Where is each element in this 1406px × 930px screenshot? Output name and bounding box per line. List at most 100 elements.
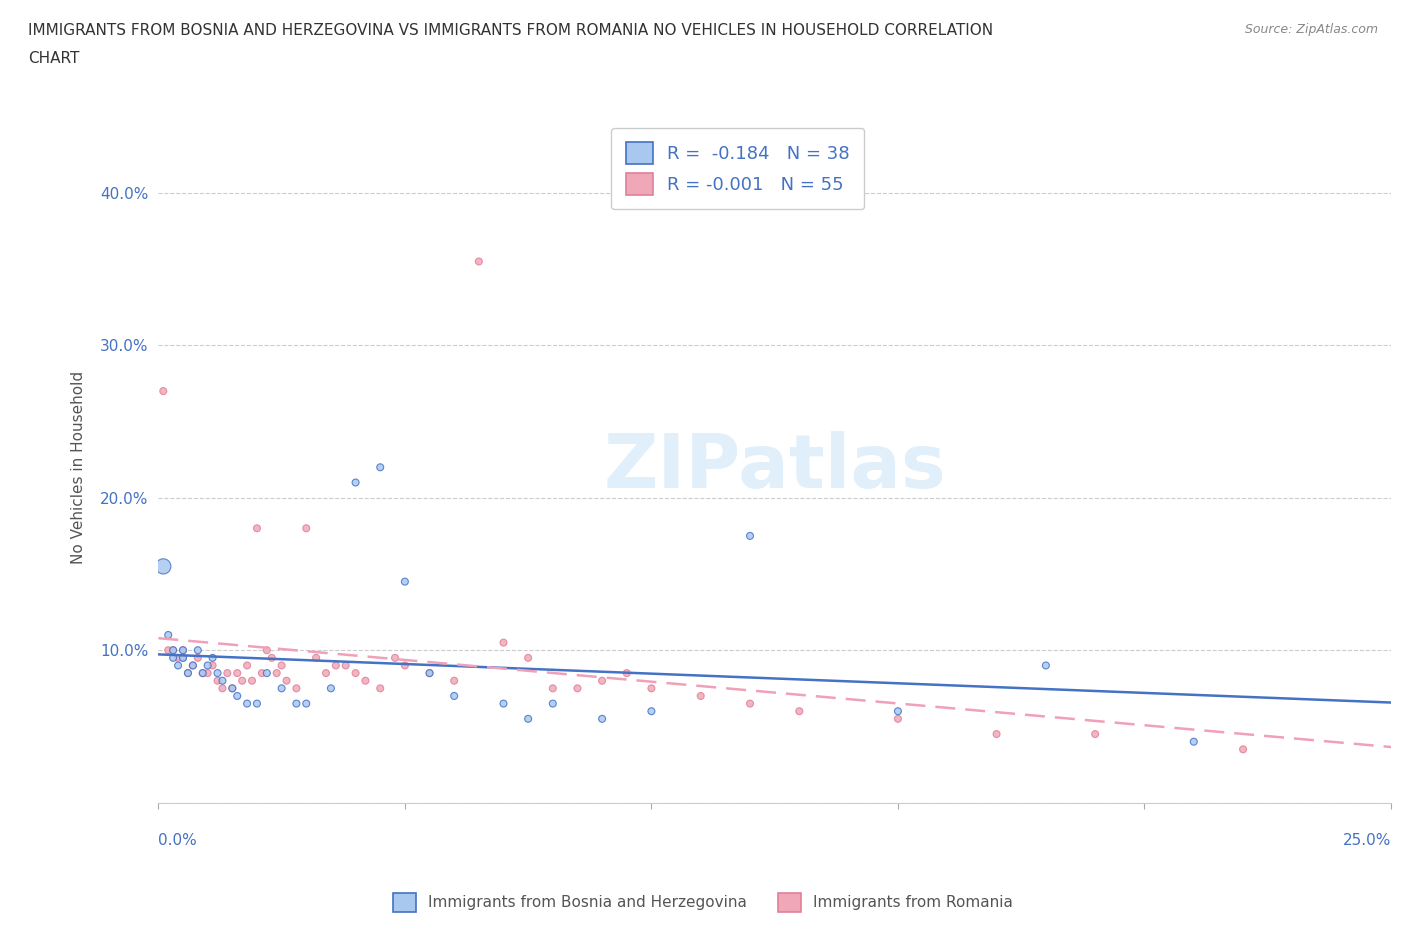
Point (394, 658, 416, 673)
Point (419, 666, 441, 681)
Point (177, 666, 200, 681)
Point (567, 681, 589, 696)
Point (394, 574, 416, 589)
Point (295, 697, 318, 711)
Point (162, 643, 184, 658)
Point (887, 711, 910, 726)
Point (172, 650, 194, 665)
Point (191, 666, 214, 681)
Point (1084, 726, 1107, 741)
Point (270, 658, 292, 673)
Point (167, 650, 190, 665)
Point (207, 666, 229, 681)
Point (157, 643, 180, 658)
Point (221, 681, 243, 696)
Point (344, 666, 367, 681)
Point (887, 704, 910, 719)
Point (246, 521, 269, 536)
Point (325, 658, 347, 673)
Point (738, 697, 761, 711)
Point (1232, 742, 1254, 757)
Point (162, 643, 184, 658)
Point (226, 666, 249, 681)
Legend: R =  -0.184   N = 38, R = -0.001   N = 55: R = -0.184 N = 38, R = -0.001 N = 55 (612, 127, 865, 209)
Point (1035, 658, 1057, 673)
Point (240, 673, 263, 688)
Point (187, 650, 209, 665)
Point (256, 666, 278, 681)
Point (335, 658, 357, 673)
Point (256, 643, 278, 658)
Point (236, 697, 259, 711)
Point (285, 697, 308, 711)
Point (640, 704, 662, 719)
Point (384, 650, 406, 665)
Point (986, 726, 1008, 741)
Point (319, 681, 342, 696)
Point (231, 673, 253, 688)
Point (285, 681, 308, 696)
Point (197, 666, 219, 681)
Point (191, 666, 214, 681)
Point (591, 673, 613, 688)
Legend: Immigrants from Bosnia and Herzegovina, Immigrants from Romania: Immigrants from Bosnia and Herzegovina, … (387, 887, 1019, 918)
Point (152, 383, 174, 398)
Point (789, 704, 811, 719)
Point (181, 658, 204, 673)
Text: 0.0%: 0.0% (159, 833, 197, 848)
Point (211, 673, 233, 688)
Point (211, 681, 233, 696)
Point (419, 666, 441, 681)
Point (344, 475, 367, 490)
Point (517, 711, 540, 726)
Point (276, 673, 298, 688)
Point (616, 666, 638, 681)
Point (177, 666, 200, 681)
Text: 25.0%: 25.0% (1343, 833, 1391, 848)
Text: Source: ZipAtlas.com: Source: ZipAtlas.com (1244, 23, 1378, 36)
Point (221, 681, 243, 696)
Point (246, 697, 269, 711)
Point (167, 658, 190, 673)
Point (172, 643, 194, 658)
Point (315, 666, 337, 681)
Text: IMMIGRANTS FROM BOSNIA AND HERZEGOVINA VS IMMIGRANTS FROM ROMANIA NO VEHICLES IN: IMMIGRANTS FROM BOSNIA AND HERZEGOVINA V… (28, 23, 993, 38)
Point (1182, 735, 1205, 750)
Text: ZIPatlas: ZIPatlas (603, 431, 946, 504)
Point (541, 697, 564, 711)
Point (162, 650, 184, 665)
Point (640, 681, 662, 696)
Point (157, 628, 180, 643)
Point (207, 673, 229, 688)
Point (217, 666, 239, 681)
Point (270, 681, 292, 696)
Point (492, 635, 515, 650)
Point (368, 459, 391, 474)
Point (226, 688, 249, 703)
Point (236, 658, 259, 673)
Point (201, 650, 224, 665)
Point (201, 658, 224, 673)
Point (181, 658, 204, 673)
Y-axis label: No Vehicles in Household: No Vehicles in Household (72, 371, 86, 564)
Point (689, 688, 711, 703)
Point (443, 688, 465, 703)
Point (591, 711, 613, 726)
Point (172, 643, 194, 658)
Point (260, 650, 283, 665)
Point (368, 681, 391, 696)
Point (443, 673, 465, 688)
Point (305, 650, 328, 665)
Point (468, 254, 491, 269)
Point (517, 650, 540, 665)
Point (738, 528, 761, 543)
Point (295, 521, 318, 536)
Point (152, 559, 174, 574)
Point (250, 666, 273, 681)
Point (172, 650, 194, 665)
Point (187, 643, 209, 658)
Point (197, 658, 219, 673)
Point (492, 697, 515, 711)
Point (266, 666, 288, 681)
Point (541, 681, 564, 696)
